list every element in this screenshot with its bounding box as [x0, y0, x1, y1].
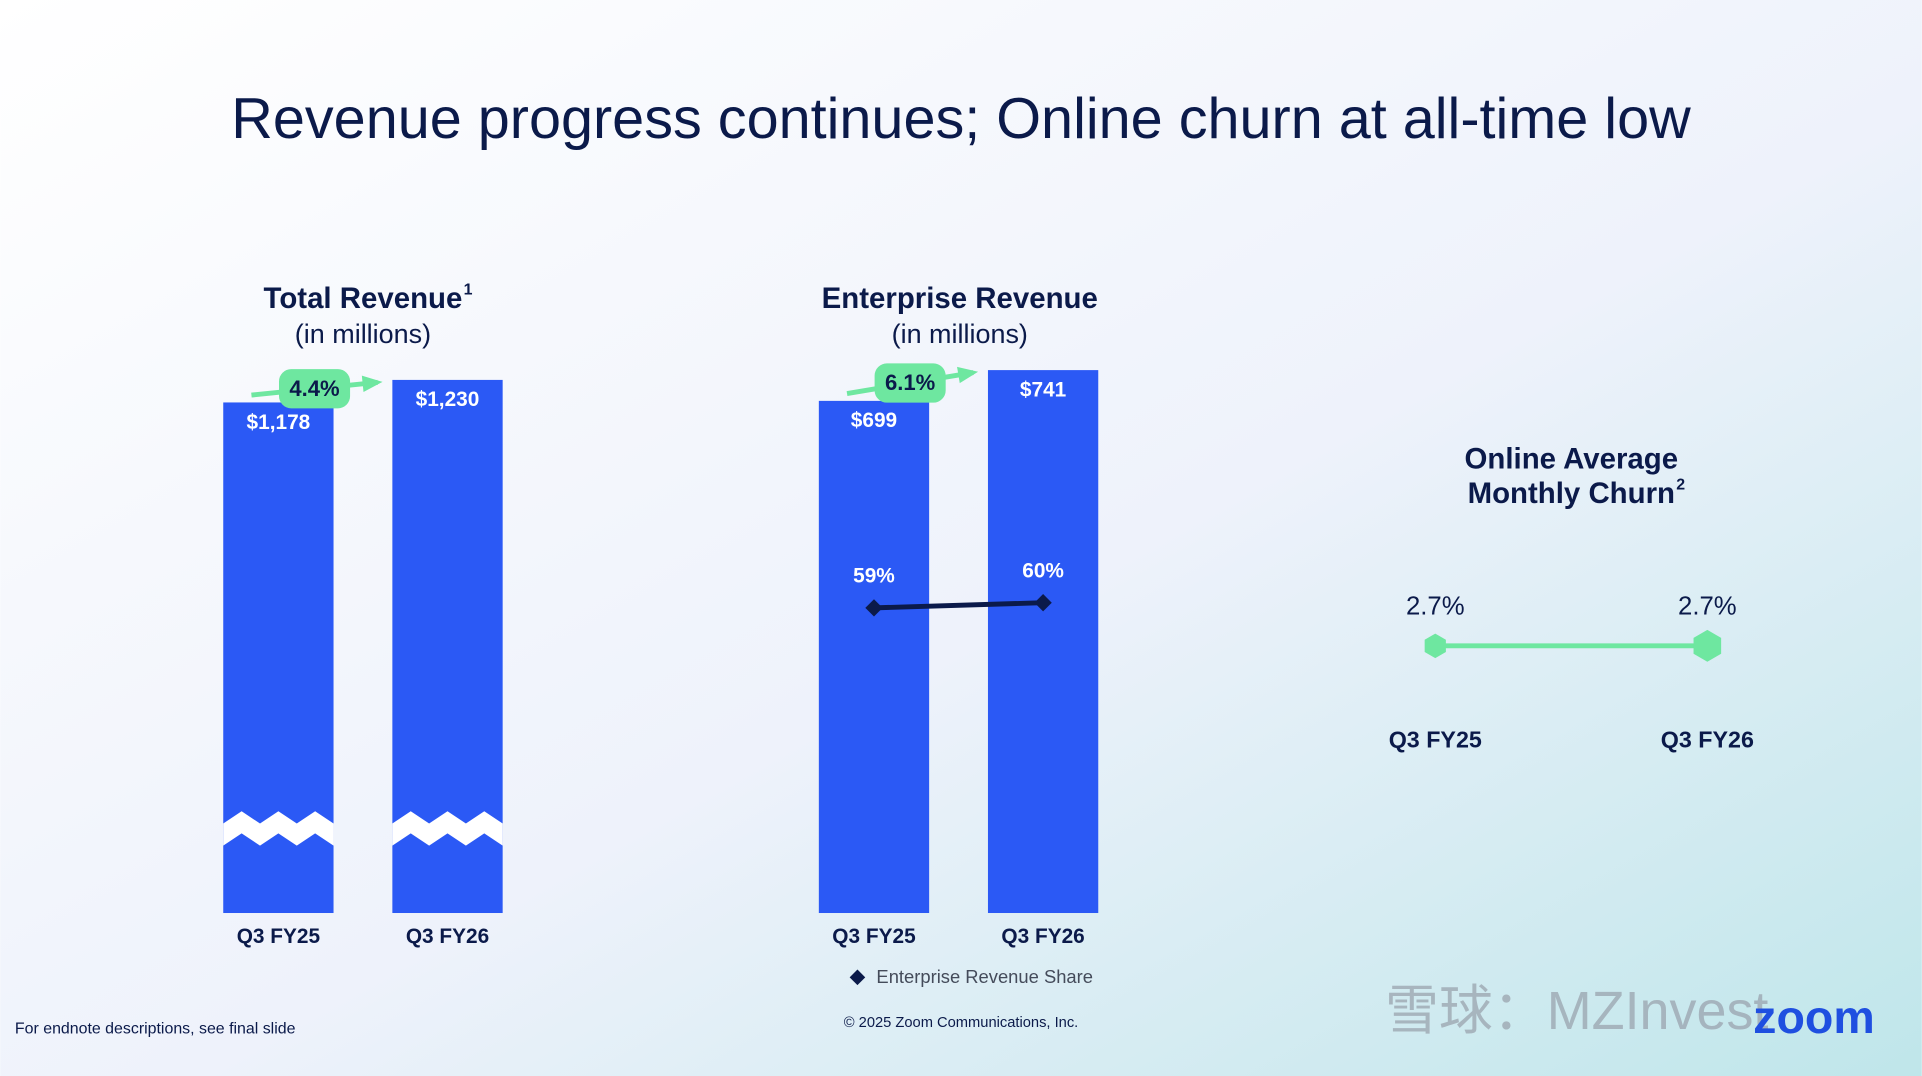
arrow-head [361, 375, 383, 393]
chart-title: Total Revenue [264, 282, 463, 315]
logo: zoom [1753, 991, 1875, 1043]
bar [987, 370, 1099, 914]
x-tick-label: Q3 FY25 [1389, 727, 1482, 753]
footnote: For endnote descriptions, see final slid… [15, 1021, 296, 1038]
legend-label: Enterprise Revenue Share [876, 966, 1093, 987]
bar [818, 400, 930, 914]
churn-point [1693, 629, 1722, 662]
watermark: 雪球：MZInvest [1385, 981, 1768, 1041]
churn-label: 2.7% [1678, 593, 1737, 621]
growth-pill [874, 363, 946, 403]
value-label: $1,178 [247, 411, 311, 434]
share-label: 59% [853, 565, 895, 588]
chart-title: Enterprise Revenue [822, 282, 1098, 315]
axis-break [392, 811, 503, 846]
chart-subtitle: (in millions) [892, 319, 1028, 349]
x-tick-label: Q3 FY26 [406, 925, 489, 948]
growth-label: 4.4% [289, 376, 340, 401]
title-superscript: 2 [1676, 477, 1685, 494]
churn-point [1424, 633, 1446, 659]
churn-label: 2.7% [1406, 593, 1465, 621]
copyright: © 2025 Zoom Communications, Inc. [844, 1015, 1079, 1031]
value-label: $699 [851, 409, 897, 432]
slide-title: Revenue progress continues; Online churn… [231, 87, 1691, 151]
value-label: $1,230 [416, 388, 480, 411]
x-tick-label: Q3 FY25 [832, 925, 915, 948]
growth-label: 6.1% [885, 370, 936, 395]
x-tick-label: Q3 FY26 [1661, 727, 1754, 753]
axis-break [223, 811, 334, 846]
x-tick-label: Q3 FY26 [1001, 925, 1084, 948]
title-superscript: 1 [464, 282, 473, 299]
chart-subtitle: (in millions) [295, 319, 431, 349]
share-label: 60% [1022, 560, 1064, 583]
growth-pill [279, 369, 351, 409]
x-tick-label: Q3 FY25 [237, 925, 320, 948]
bar [223, 402, 334, 914]
share-point [865, 599, 883, 617]
chart-title: Online Average [1465, 443, 1679, 476]
value-label: $741 [1020, 378, 1066, 401]
chart-title: Monthly Churn [1468, 477, 1675, 510]
share-line [873, 600, 1044, 611]
arrow-head [957, 366, 979, 384]
share-point [1034, 594, 1052, 612]
